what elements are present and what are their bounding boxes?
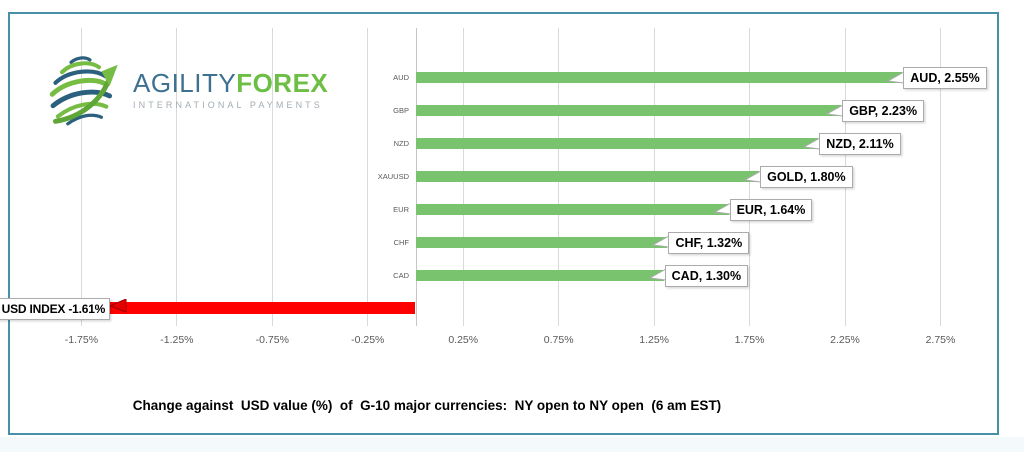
- category-label: CAD: [393, 270, 409, 280]
- bar: [415, 203, 729, 215]
- category-label: AUD: [393, 73, 409, 83]
- bar: [415, 171, 760, 182]
- bar-data-label: NZD, 2.11%: [819, 133, 901, 156]
- category-label: GBP: [393, 106, 409, 116]
- x-tick-label: 1.25%: [639, 334, 670, 346]
- gridline: [367, 28, 368, 326]
- x-tick-label: 2.25%: [830, 334, 860, 346]
- brand-name: AGILITYFOREX: [133, 70, 328, 96]
- bar-data-label: AUD, 2.55%: [903, 67, 987, 90]
- x-tick-label: -0.25%: [351, 334, 385, 346]
- brand-name-secondary: FOREX: [236, 68, 329, 98]
- bar: [415, 269, 664, 281]
- gridline: [81, 28, 82, 326]
- category-label: NZD: [393, 139, 409, 149]
- bar: [415, 105, 842, 117]
- bottom-background-strip: [0, 437, 1024, 452]
- brand-logo-text: AGILITYFOREX INTERNATIONAL PAYMENTS: [133, 70, 328, 110]
- bar-data-label: GOLD, 1.80%: [760, 166, 853, 188]
- bar-data-label: GBP, 2.23%: [842, 100, 925, 123]
- gridline: [940, 28, 941, 326]
- bar-data-label: CAD, 1.30%: [664, 264, 749, 287]
- bar-data-label: EUR, 1.64%: [729, 198, 813, 221]
- category-label: EUR: [393, 204, 409, 214]
- bar: [415, 138, 819, 150]
- category-label: XAUUSD: [377, 172, 409, 181]
- x-tick-label: 1.75%: [734, 334, 765, 346]
- x-tick-label: -1.25%: [160, 334, 194, 346]
- x-tick-label: 2.75%: [925, 334, 956, 346]
- category-label: CHF: [393, 237, 409, 247]
- bar-data-label: USD INDEX -1.61%: [0, 297, 111, 320]
- globe-arrow-icon: [49, 56, 118, 126]
- brand-logo: AGILITYFOREX INTERNATIONAL PAYMENTS: [44, 50, 328, 132]
- brand-tagline: INTERNATIONAL PAYMENTS: [133, 100, 323, 110]
- x-tick-label: 0.75%: [543, 334, 574, 346]
- bar: [415, 72, 903, 84]
- bar: [108, 302, 416, 315]
- x-tick-label: -1.75%: [64, 334, 99, 346]
- brand-name-primary: AGILITY: [133, 68, 237, 98]
- bar-data-label: CHF, 1.32%: [668, 231, 750, 254]
- x-tick-label: 0.25%: [448, 334, 479, 346]
- label-callout-pointer: [109, 299, 127, 313]
- chart-title: Change against USD value (%) of G-10 maj…: [132, 398, 722, 413]
- x-tick-label: -0.75%: [255, 334, 289, 346]
- gridline: [272, 28, 273, 326]
- bar: [415, 236, 668, 248]
- gridline: [176, 28, 177, 326]
